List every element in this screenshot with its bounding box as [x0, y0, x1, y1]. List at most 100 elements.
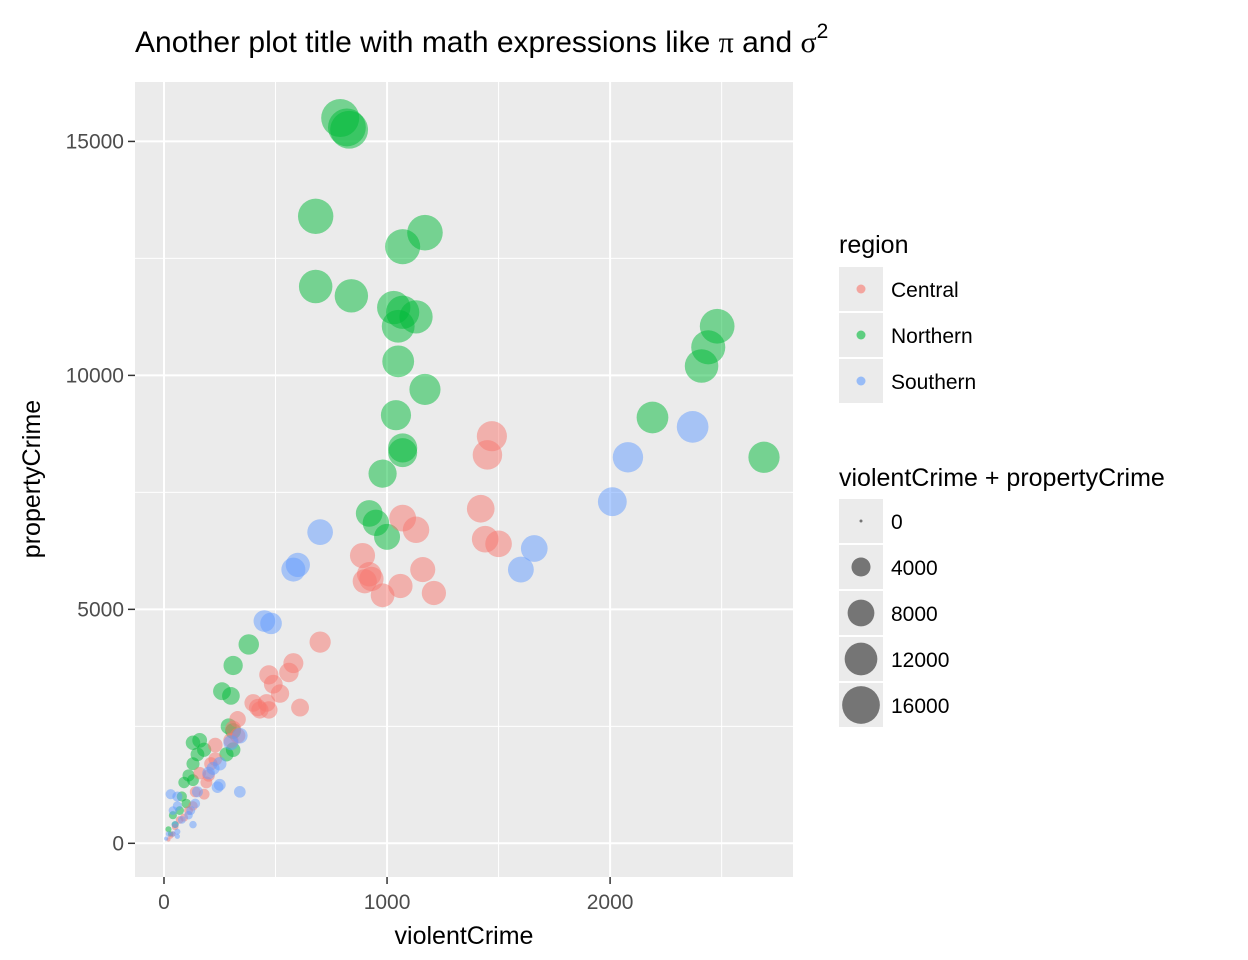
size-legend-item: 0	[839, 499, 903, 543]
data-point	[291, 698, 309, 717]
size-legend-label: 16000	[891, 695, 949, 718]
legend-label: Central	[891, 279, 959, 302]
size-legend-item: 8000	[839, 591, 938, 635]
color-legend-title: region	[839, 231, 909, 259]
data-point	[309, 631, 331, 653]
data-point	[485, 530, 512, 558]
chart-title-main: Another plot title with math expressions…	[135, 26, 719, 59]
data-point	[368, 459, 397, 488]
x-tick-labels: 0 1000 2000	[158, 891, 633, 914]
data-point	[207, 737, 223, 753]
data-point	[165, 826, 172, 833]
x-tick-label: 1000	[364, 891, 411, 914]
y-tick-label: 5000	[77, 598, 124, 621]
data-point	[381, 309, 415, 343]
data-point	[248, 698, 267, 717]
legend-item-central: Central	[839, 267, 959, 311]
y-tick-label: 0	[112, 832, 124, 855]
size-legend-label: 4000	[891, 557, 938, 580]
data-point	[748, 441, 780, 473]
data-point	[520, 535, 548, 562]
data-point	[388, 573, 413, 599]
size-legend: violentCrime + propertyCrime 0 4000 8000 12…	[839, 464, 1165, 727]
data-point	[410, 557, 436, 583]
data-point	[636, 401, 669, 434]
data-point	[334, 279, 369, 313]
chart-title-sigma: σ	[801, 26, 817, 59]
data-point	[388, 438, 418, 468]
size-legend-title: violentCrime + propertyCrime	[839, 464, 1165, 492]
axis-ticks	[128, 140, 611, 884]
data-point	[190, 798, 201, 809]
data-point	[370, 583, 395, 608]
data-point	[298, 269, 333, 304]
chart-title: Another plot title with math expressions…	[135, 20, 828, 59]
legend-label: Southern	[891, 371, 976, 394]
data-point	[223, 655, 243, 676]
data-point	[200, 776, 213, 789]
data-point	[222, 687, 240, 705]
x-tick-label: 2000	[587, 891, 634, 914]
legend-swatch	[856, 330, 866, 340]
plot-panel	[135, 82, 793, 877]
data-point	[164, 836, 169, 841]
data-point	[168, 806, 178, 815]
data-point	[178, 776, 190, 789]
size-legend-swatch	[851, 557, 871, 577]
size-legend-item: 12000	[839, 637, 949, 681]
data-point	[184, 810, 193, 820]
grid-minor	[135, 82, 793, 877]
x-tick-label: 0	[158, 891, 170, 914]
size-legend-swatch	[842, 686, 880, 724]
size-legend-item: 4000	[839, 545, 938, 589]
data-point	[211, 781, 224, 793]
data-point	[374, 523, 401, 550]
size-legend-label: 12000	[891, 649, 949, 672]
data-point	[171, 821, 179, 829]
data-point	[279, 662, 299, 683]
data-point	[421, 580, 447, 606]
data-point	[165, 831, 172, 837]
data-point	[170, 831, 176, 837]
chart-title-and: and	[734, 26, 801, 59]
data-point	[676, 411, 709, 443]
size-legend-swatch	[847, 599, 875, 627]
data-point	[352, 569, 377, 594]
data-point	[409, 373, 441, 405]
data-point	[223, 735, 239, 751]
data-point	[191, 786, 203, 798]
size-legend-item: 16000	[839, 683, 949, 727]
chart-title-pi: π	[719, 26, 734, 59]
legend-item-southern: Southern	[839, 359, 976, 403]
size-legend-label: 8000	[891, 603, 938, 626]
y-axis-title: propertyCrime	[18, 400, 46, 558]
legend-item-northern: Northern	[839, 313, 973, 357]
data-point	[684, 349, 719, 383]
data-point	[174, 828, 181, 835]
data-point	[281, 557, 306, 582]
y-tick-label: 10000	[66, 364, 124, 387]
data-point	[297, 198, 334, 234]
data-point	[349, 542, 376, 569]
x-axis-title: violentCrime	[395, 922, 534, 950]
series-southern	[164, 411, 709, 841]
size-legend-swatch	[859, 519, 863, 523]
y-tick-labels: 0 5000 10000 15000	[66, 130, 124, 855]
data-point	[238, 634, 259, 655]
color-legend: region Central Northern Southern	[839, 231, 976, 403]
data-point	[307, 519, 333, 545]
series-central	[166, 421, 512, 842]
legend-swatch	[856, 284, 866, 294]
data-point	[612, 442, 644, 473]
data-point	[472, 440, 503, 470]
data-point	[402, 516, 430, 544]
size-legend-swatch	[844, 642, 878, 676]
data-point	[382, 345, 415, 378]
data-point	[186, 757, 200, 771]
data-point	[597, 487, 627, 517]
data-point	[202, 766, 215, 780]
data-point	[407, 214, 443, 251]
data-point	[189, 820, 197, 829]
legend-label: Northern	[891, 325, 973, 348]
